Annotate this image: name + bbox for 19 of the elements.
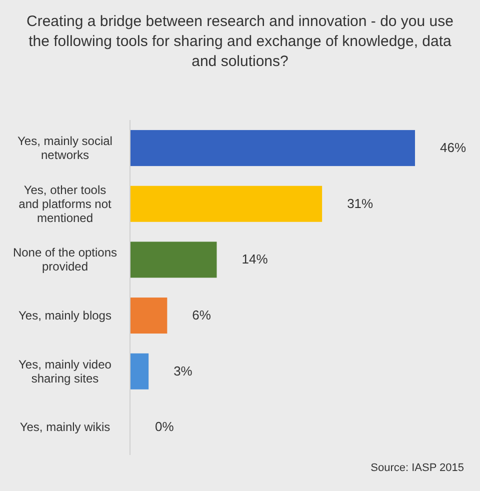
data-label: 46% — [440, 140, 466, 156]
data-label: 0% — [155, 419, 174, 434]
data-label: 6% — [192, 308, 212, 323]
y-tick-label: None of the options provided — [12, 246, 118, 274]
bar — [130, 186, 322, 222]
y-tick-label: Yes, mainly blogs — [18, 308, 112, 322]
data-label: 3% — [174, 363, 193, 378]
y-tick-label: Yes, mainly video sharing sites — [18, 357, 112, 386]
y-tick-label: Yes, other tools and platforms not mentioned — [18, 182, 112, 225]
bar — [130, 353, 149, 390]
y-tick-label: Yes, mainly wikis — [20, 420, 110, 434]
y-tick-label: Yes, mainly social networks — [18, 134, 112, 162]
bar — [130, 130, 415, 166]
data-label: 31% — [347, 196, 374, 211]
bar — [130, 242, 217, 278]
data-label: 14% — [242, 252, 268, 267]
source-note: Source: IASP 2015 — [370, 462, 464, 474]
chart-title: Creating a bridge between research and innovation - do you use the following tools for sharing and exchange of knowledge, data and solutions? — [26, 12, 454, 72]
bar — [130, 298, 168, 334]
